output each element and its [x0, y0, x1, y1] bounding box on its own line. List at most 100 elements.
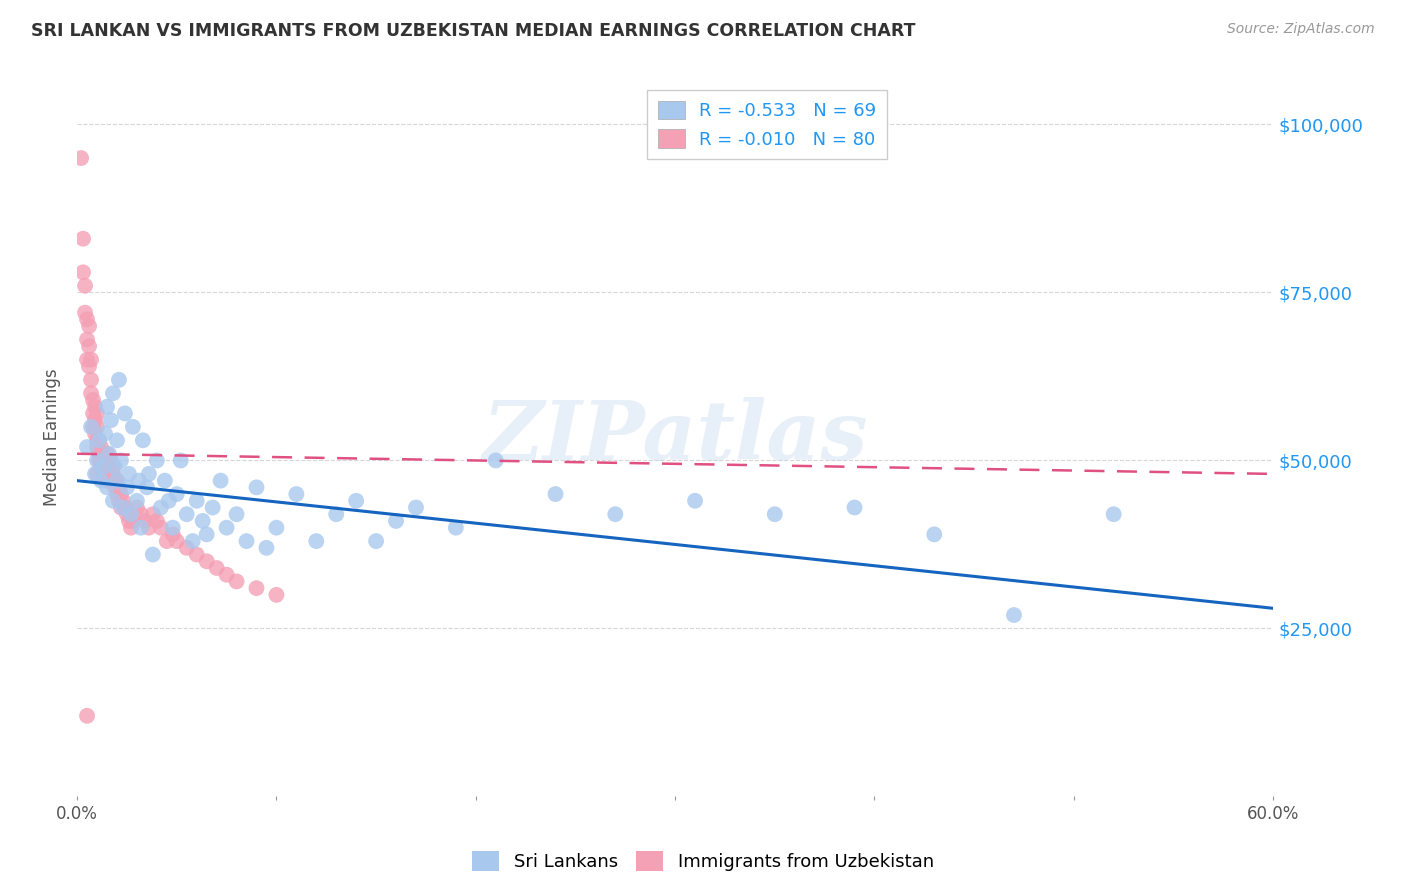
- Point: [115, 507, 138, 521]
- Point: [763, 507, 786, 521]
- Point: [245, 581, 267, 595]
- Point: [104, 460, 127, 475]
- Point: [683, 493, 706, 508]
- Point: [87, 434, 110, 448]
- Point: [149, 500, 172, 515]
- Point: [166, 534, 188, 549]
- Point: [146, 514, 169, 528]
- Point: [215, 567, 238, 582]
- Point: [110, 487, 132, 501]
- Point: [156, 534, 179, 549]
- Point: [75, 278, 97, 293]
- Point: [76, 708, 98, 723]
- Point: [305, 534, 328, 549]
- Point: [104, 474, 127, 488]
- Point: [215, 521, 238, 535]
- Point: [162, 527, 184, 541]
- Point: [125, 500, 148, 515]
- Point: [90, 440, 112, 454]
- Point: [86, 453, 108, 467]
- Point: [146, 453, 169, 467]
- Point: [129, 507, 152, 521]
- Point: [114, 406, 136, 420]
- Text: SRI LANKAN VS IMMIGRANTS FROM UZBEKISTAN MEDIAN EARNINGS CORRELATION CHART: SRI LANKAN VS IMMIGRANTS FROM UZBEKISTAN…: [31, 22, 915, 40]
- Point: [134, 514, 156, 528]
- Point: [122, 514, 145, 528]
- Point: [72, 232, 94, 246]
- Point: [101, 386, 124, 401]
- Point: [405, 500, 427, 515]
- Point: [90, 474, 112, 488]
- Point: [1002, 607, 1025, 622]
- Point: [94, 460, 117, 475]
- Point: [105, 487, 128, 501]
- Point: [104, 480, 127, 494]
- Point: [195, 527, 218, 541]
- Point: [135, 480, 157, 494]
- Point: [98, 453, 121, 467]
- Point: [80, 352, 103, 367]
- Point: [153, 474, 176, 488]
- Point: [128, 474, 150, 488]
- Point: [77, 339, 100, 353]
- Point: [98, 460, 121, 475]
- Point: [87, 453, 110, 467]
- Point: [82, 420, 104, 434]
- Point: [844, 500, 866, 515]
- Point: [96, 474, 118, 488]
- Point: [91, 453, 114, 467]
- Point: [72, 265, 94, 279]
- Point: [96, 400, 118, 414]
- Point: [138, 467, 160, 481]
- Point: [149, 521, 172, 535]
- Point: [90, 460, 112, 475]
- Point: [385, 514, 408, 528]
- Point: [87, 434, 110, 448]
- Point: [86, 440, 108, 454]
- Point: [77, 319, 100, 334]
- Point: [120, 521, 142, 535]
- Point: [110, 500, 132, 515]
- Point: [225, 574, 247, 589]
- Point: [94, 453, 117, 467]
- Point: [84, 413, 107, 427]
- Point: [96, 480, 118, 494]
- Point: [186, 548, 208, 562]
- Point: [105, 474, 128, 488]
- Point: [266, 588, 288, 602]
- Point: [122, 420, 145, 434]
- Point: [176, 507, 198, 521]
- Point: [245, 480, 267, 494]
- Point: [115, 480, 138, 494]
- Point: [138, 521, 160, 535]
- Point: [201, 500, 224, 515]
- Point: [76, 440, 98, 454]
- Point: [186, 493, 208, 508]
- Point: [91, 467, 114, 481]
- Point: [90, 453, 112, 467]
- Point: [70, 151, 93, 165]
- Point: [366, 534, 388, 549]
- Point: [344, 493, 367, 508]
- Point: [80, 373, 103, 387]
- Point: [105, 474, 128, 488]
- Point: [132, 434, 155, 448]
- Point: [114, 500, 136, 515]
- Point: [82, 392, 104, 407]
- Point: [105, 434, 128, 448]
- Point: [96, 453, 118, 467]
- Text: ZIPatlas: ZIPatlas: [482, 397, 868, 477]
- Point: [1102, 507, 1125, 521]
- Point: [100, 413, 122, 427]
- Point: [256, 541, 278, 555]
- Point: [181, 534, 204, 549]
- Point: [142, 548, 165, 562]
- Point: [84, 467, 107, 481]
- Point: [544, 487, 567, 501]
- Point: [91, 447, 114, 461]
- Point: [87, 447, 110, 461]
- Point: [86, 434, 108, 448]
- Point: [166, 487, 188, 501]
- Point: [76, 352, 98, 367]
- Point: [105, 480, 128, 494]
